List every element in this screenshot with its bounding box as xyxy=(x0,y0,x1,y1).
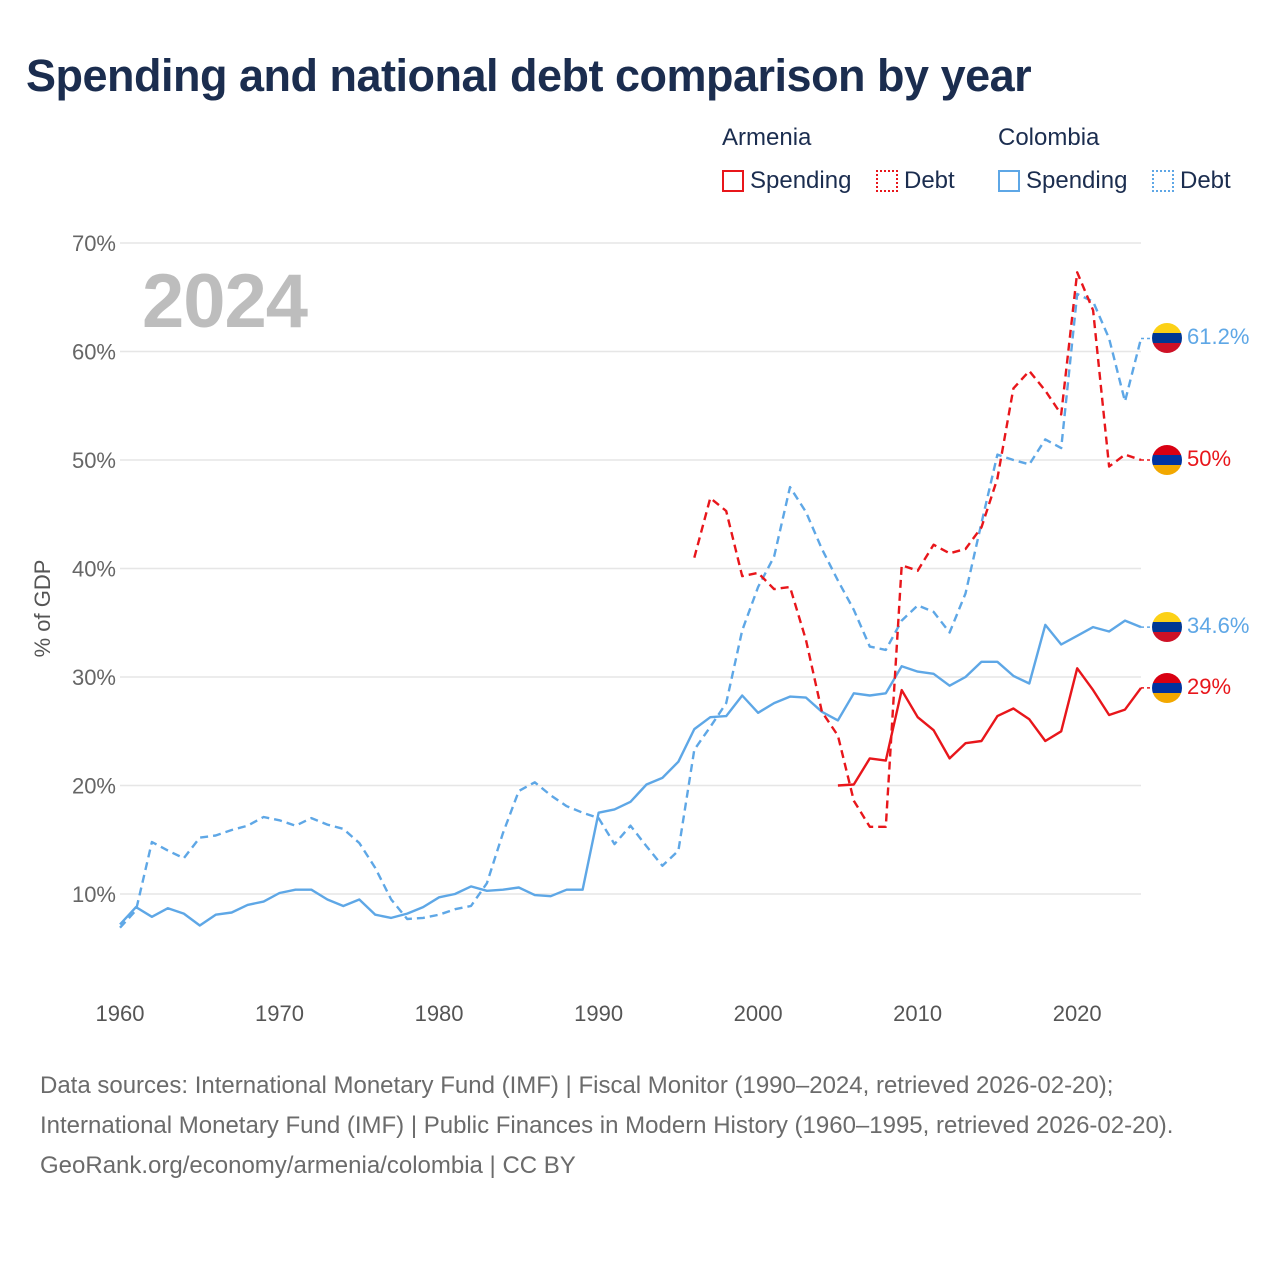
y-tick-label: 70% xyxy=(72,231,116,256)
end-value-label: 29% xyxy=(1187,673,1232,699)
armenia-flag-icon xyxy=(1152,445,1182,475)
armenia-spending-line xyxy=(837,667,1142,787)
legend-armenia-spending[interactable]: Spending xyxy=(722,166,851,196)
armenia-flag-icon xyxy=(1152,672,1182,703)
end-value-label: 34.6% xyxy=(1187,613,1250,639)
footer: Data sources: International Monetary Fun… xyxy=(40,1066,1240,1186)
x-tick-label: 1980 xyxy=(415,1001,464,1026)
legend-colombia-debt[interactable]: Debt xyxy=(1152,166,1231,196)
end-value-label: 50% xyxy=(1187,446,1232,471)
legend-label: Spending xyxy=(1026,167,1128,194)
y-tick-label: 50% xyxy=(72,448,116,473)
y-tick-label: 60% xyxy=(72,340,116,365)
x-tick-label: 2000 xyxy=(734,1001,783,1026)
colombia-flag-icon xyxy=(1152,323,1182,354)
dotted-line-swatch-icon xyxy=(876,170,898,192)
chart-title: Spending and national debt comparison by… xyxy=(26,50,1032,101)
legend-label: Debt xyxy=(904,167,955,194)
end-value-label: 61.2% xyxy=(1187,324,1250,350)
legend-label: Debt xyxy=(1180,167,1231,194)
year-watermark: 2024 xyxy=(142,259,308,344)
legend-colombia-spending[interactable]: Spending xyxy=(998,166,1127,196)
legend-armenia-debt[interactable]: Debt xyxy=(876,166,955,196)
colombia-spending-line xyxy=(119,619,1142,927)
x-tick-label: 2010 xyxy=(893,1001,942,1026)
solid-line-swatch-icon xyxy=(722,170,744,192)
x-tick-label: 1960 xyxy=(96,1001,145,1026)
data-sources: Data sources: International Monetary Fun… xyxy=(40,1072,1174,1139)
legend-armenia-title: Armenia xyxy=(722,124,812,151)
x-tick-label: 1970 xyxy=(255,1001,304,1026)
x-tick-label: 2020 xyxy=(1053,1001,1102,1026)
y-tick-label: 40% xyxy=(72,557,116,582)
colombia-flag-icon xyxy=(1152,612,1182,643)
solid-line-swatch-icon xyxy=(998,170,1020,192)
y-tick-label: 10% xyxy=(72,882,116,907)
y-tick-label: 30% xyxy=(72,665,116,690)
legend-label: Spending xyxy=(750,167,852,194)
legend-colombia-title: Colombia xyxy=(998,124,1100,151)
x-tick-label: 1990 xyxy=(574,1001,623,1026)
credit-link[interactable]: GeoRank.org/economy/armenia/colombia | C… xyxy=(40,1152,576,1179)
dotted-line-swatch-icon xyxy=(1152,170,1174,192)
y-tick-label: 20% xyxy=(72,774,116,799)
y-axis-label: % of GDP xyxy=(30,560,55,658)
line-chart: 10% 20% 30% 40% 50% 60% 70% 1960 1970 1980 1990 200… xyxy=(30,231,1153,1026)
armenia-debt-line xyxy=(693,271,1142,828)
colombia-debt-line xyxy=(119,292,1143,929)
